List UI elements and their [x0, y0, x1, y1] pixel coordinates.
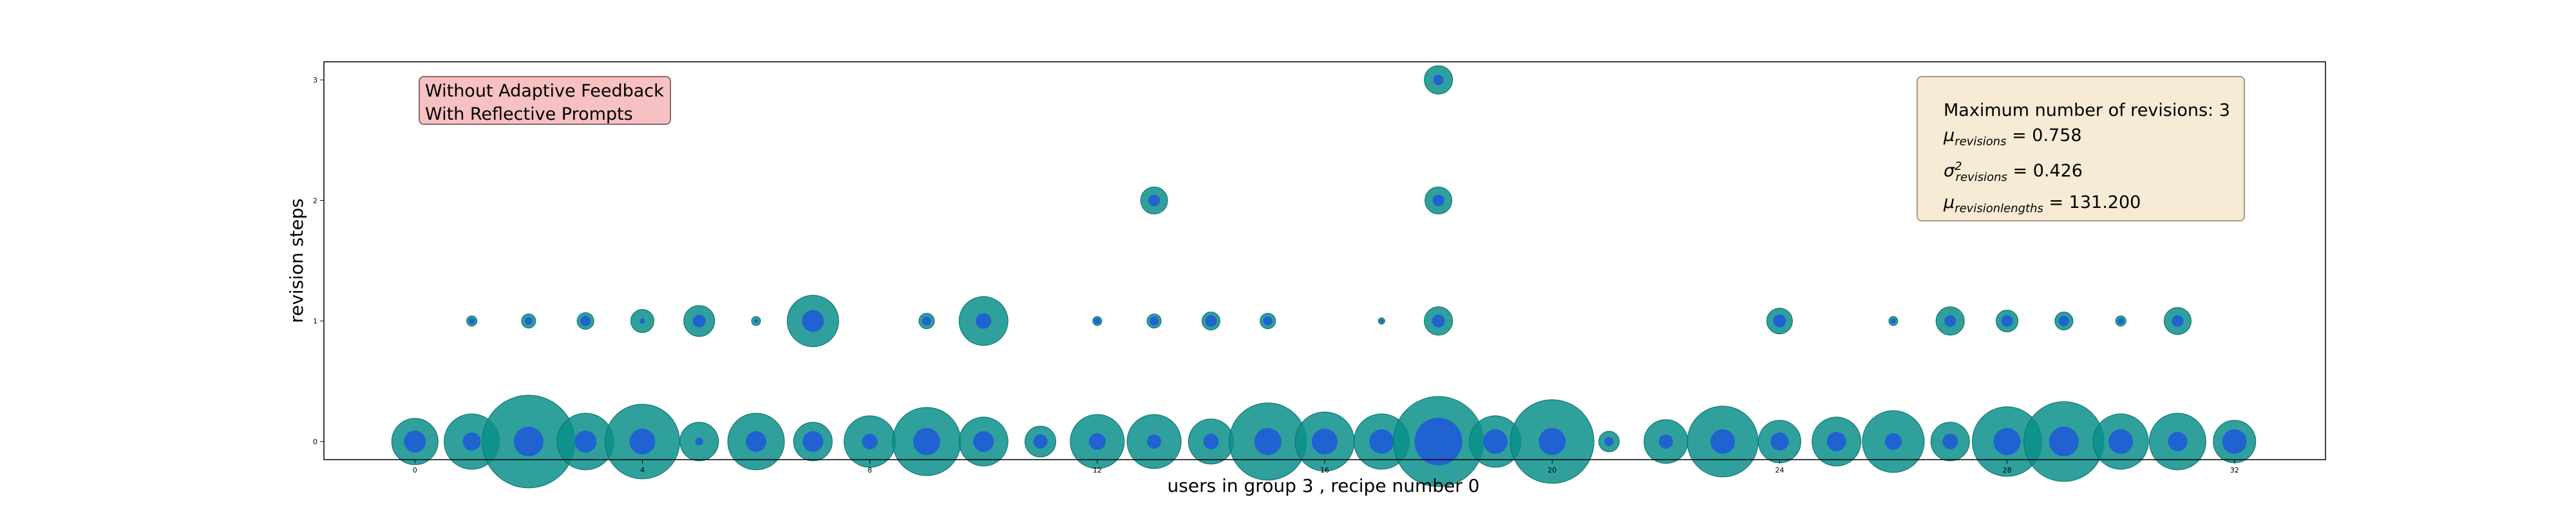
point-inner-31	[2168, 431, 2188, 451]
point-inner-11	[1033, 434, 1048, 449]
stat-mean-revision-lengths-value: 131.200	[2069, 192, 2141, 212]
point-inner-44	[1205, 315, 1217, 327]
point-inner-3	[574, 430, 597, 453]
point-inner-7	[802, 431, 824, 452]
point-inner-45	[1263, 316, 1273, 326]
point-inner-16	[1312, 428, 1338, 454]
point-inner-26	[1884, 433, 1902, 450]
point-inner-33	[468, 317, 475, 324]
point-inner-29	[2049, 426, 2079, 456]
point-inner-53	[2117, 317, 2125, 324]
point-inner-34	[524, 317, 533, 325]
x-tick-label: 32	[2230, 466, 2239, 474]
x-tick-label: 24	[1775, 466, 1784, 474]
point-inner-57	[1433, 75, 1444, 86]
x-tick-label: 20	[1548, 466, 1557, 474]
point-inner-23	[1710, 429, 1736, 454]
point-inner-12	[1088, 433, 1106, 450]
point-inner-52	[2058, 315, 2069, 326]
point-inner-38	[754, 319, 759, 323]
point-inner-8	[862, 433, 878, 449]
point-inner-5	[695, 437, 703, 445]
point-inner-43	[1150, 316, 1159, 326]
point-inner-46	[1379, 319, 1384, 323]
point-inner-50	[1944, 315, 1956, 327]
x-tick-label: 0	[413, 466, 417, 474]
stat-mean-revisions-value: 0.758	[2032, 126, 2082, 145]
point-inner-18	[1414, 417, 1463, 465]
points-layer	[391, 65, 2257, 489]
point-inner-1	[462, 432, 481, 451]
stat-mean-revisions: μrevisions = 0.758	[1944, 126, 2082, 149]
point-inner-19	[1482, 429, 1508, 454]
point-inner-21	[1604, 436, 1614, 446]
stat-mean-revision-lengths: μrevisionlengths = 131.200	[1944, 192, 2141, 216]
point-inner-51	[2001, 315, 2013, 327]
x-axis: 0 4 8 12 16 20 24 28 32	[413, 460, 2239, 474]
point-inner-35	[580, 315, 591, 326]
x-tick-label: 28	[2003, 466, 2012, 474]
point-inner-55	[1148, 194, 1160, 207]
x-tick-label: 16	[1320, 466, 1329, 474]
stat-variance-revisions-value: 0.426	[2032, 161, 2083, 182]
x-axis-label: users in group 3 , recipe number 0	[1168, 475, 1480, 496]
point-inner-28	[1993, 427, 2021, 455]
y-tick-label: 3	[313, 76, 317, 84]
point-inner-37	[692, 314, 706, 328]
point-inner-20	[1539, 427, 1566, 455]
point-inner-24	[1770, 432, 1789, 451]
point-inner-32	[2222, 429, 2247, 454]
point-inner-47	[1432, 314, 1445, 328]
legend-line-2: With Reflective Prompts	[425, 104, 633, 124]
y-axis: 0 1 2 3	[313, 76, 324, 446]
point-inner-54	[2172, 315, 2184, 327]
y-tick-label: 2	[313, 196, 317, 205]
point-inner-42	[1094, 317, 1101, 324]
point-inner-14	[1203, 433, 1219, 449]
y-tick-label: 1	[313, 317, 317, 326]
stats-box: Maximum number of revisions: 3 μrevision…	[1917, 76, 2245, 221]
point-inner-48	[1773, 314, 1786, 328]
point-inner-22	[1658, 434, 1673, 449]
point-inner-9	[913, 427, 940, 455]
x-tick-label: 4	[640, 466, 645, 474]
x-tick-label: 8	[867, 466, 872, 474]
y-tick-label: 0	[313, 438, 317, 446]
point-inner-13	[1147, 434, 1162, 449]
point-inner-39	[802, 310, 824, 332]
point-inner-40	[922, 316, 931, 326]
point-inner-10	[973, 431, 994, 452]
point-inner-4	[629, 428, 656, 454]
point-inner-56	[1432, 194, 1444, 207]
point-inner-0	[404, 430, 426, 453]
stat-variance-revisions: σ2revisions = 0.426	[1944, 160, 2083, 184]
point-inner-49	[1890, 318, 1896, 324]
point-inner-30	[2108, 429, 2134, 454]
point-inner-15	[1254, 427, 1282, 455]
point-inner-6	[746, 431, 767, 452]
legend-box: Without Adaptive Feedback With Reflectiv…	[419, 76, 671, 125]
point-inner-27	[1942, 433, 1958, 449]
stat-max-revisions: Maximum number of revisions: 3	[1944, 100, 2230, 120]
legend-line-1: Without Adaptive Feedback	[425, 81, 664, 101]
point-inner-2	[513, 426, 544, 456]
point-inner-17	[1369, 429, 1394, 454]
point-inner-41	[976, 313, 992, 329]
x-tick-label: 12	[1093, 466, 1102, 474]
y-axis-label: revision steps	[286, 198, 307, 323]
point-inner-36	[639, 318, 645, 324]
point-inner-25	[1826, 431, 1846, 451]
